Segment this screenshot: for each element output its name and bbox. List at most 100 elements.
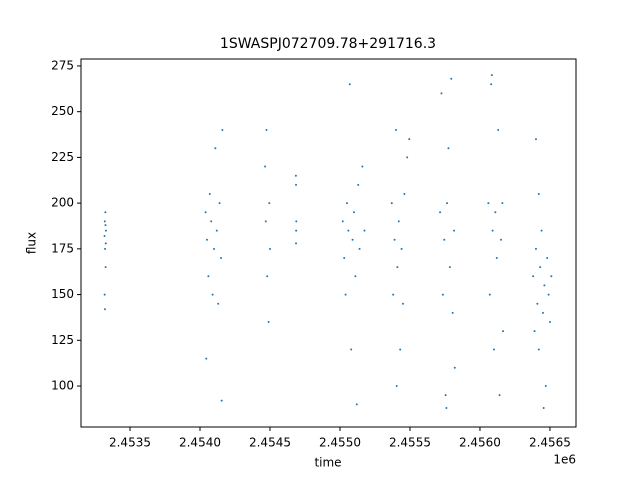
data-point xyxy=(208,192,211,195)
data-point xyxy=(104,211,107,214)
y-tick-label: 150 xyxy=(51,287,74,301)
y-tick-label: 225 xyxy=(51,150,74,164)
data-point xyxy=(268,202,271,205)
data-point xyxy=(104,229,107,232)
data-point xyxy=(547,293,550,296)
data-point xyxy=(397,220,400,223)
data-point xyxy=(499,238,502,241)
data-point xyxy=(357,183,360,186)
x-tick-label: 2.4560 xyxy=(459,436,501,450)
y-tick-label: 200 xyxy=(51,196,74,210)
data-point xyxy=(550,275,553,278)
data-point xyxy=(443,238,446,241)
data-point xyxy=(295,220,298,223)
data-point xyxy=(215,229,218,232)
y-tick-label: 175 xyxy=(51,241,74,255)
data-point xyxy=(501,202,504,205)
data-point xyxy=(491,229,494,232)
data-point xyxy=(205,357,208,360)
data-point xyxy=(219,256,222,259)
data-point xyxy=(103,235,106,238)
data-point xyxy=(548,321,551,324)
data-point xyxy=(348,83,351,86)
data-point xyxy=(490,74,493,77)
data-point xyxy=(395,385,398,388)
data-point xyxy=(532,275,535,278)
data-point xyxy=(264,220,267,223)
data-point xyxy=(352,211,355,214)
y-axis-label: flux xyxy=(25,232,39,254)
data-point xyxy=(401,302,404,305)
data-point xyxy=(212,247,215,250)
y-tick-label: 100 xyxy=(51,379,74,393)
data-point xyxy=(214,147,217,150)
data-point xyxy=(294,174,297,177)
data-point xyxy=(347,229,350,232)
data-point xyxy=(393,238,396,241)
x-tick-label: 2.4565 xyxy=(529,436,571,450)
x-axis-label: time xyxy=(314,456,341,470)
data-point xyxy=(490,83,493,86)
data-point xyxy=(355,403,358,406)
x-tick-label: 2.4550 xyxy=(319,436,361,450)
data-point xyxy=(350,348,353,351)
data-point xyxy=(104,242,107,245)
data-point xyxy=(537,348,540,351)
x-tick-label: 2.4545 xyxy=(249,436,291,450)
data-point xyxy=(546,256,549,259)
data-point xyxy=(399,348,402,351)
data-point xyxy=(104,266,107,269)
data-point xyxy=(539,266,542,269)
data-point xyxy=(439,211,442,214)
data-point xyxy=(103,308,106,311)
data-point xyxy=(210,220,213,223)
data-point xyxy=(392,293,395,296)
data-point xyxy=(446,202,449,205)
data-point xyxy=(295,183,298,186)
data-point xyxy=(361,165,364,168)
x-tick-label: 2.4540 xyxy=(179,436,221,450)
data-point xyxy=(344,293,347,296)
data-point xyxy=(205,238,208,241)
data-point xyxy=(363,229,366,232)
data-point xyxy=(266,275,269,278)
data-point xyxy=(534,138,537,141)
data-point xyxy=(267,321,270,324)
data-point xyxy=(268,247,271,250)
data-point xyxy=(537,192,540,195)
data-point xyxy=(447,147,450,150)
x-tick-label: 2.4535 xyxy=(109,436,151,450)
data-point xyxy=(217,302,220,305)
data-point xyxy=(540,229,543,232)
data-point xyxy=(104,224,107,227)
data-point xyxy=(453,229,456,232)
data-point xyxy=(218,202,221,205)
data-point xyxy=(390,202,393,205)
data-point xyxy=(451,311,454,314)
data-point xyxy=(494,211,497,214)
data-point xyxy=(343,256,346,259)
data-point xyxy=(396,266,399,269)
data-point xyxy=(406,156,409,159)
data-point xyxy=(103,293,106,296)
data-point xyxy=(440,92,443,95)
data-point xyxy=(394,128,397,131)
data-point xyxy=(492,348,495,351)
data-point xyxy=(354,275,357,278)
data-point xyxy=(488,293,491,296)
y-tick-label: 275 xyxy=(51,58,74,72)
data-point xyxy=(445,406,448,409)
data-point xyxy=(450,77,453,80)
data-point xyxy=(536,302,539,305)
data-point xyxy=(544,385,547,388)
data-point xyxy=(103,220,106,223)
data-point xyxy=(295,229,298,232)
data-point xyxy=(444,394,447,397)
data-point xyxy=(502,330,505,333)
data-point xyxy=(495,256,498,259)
y-tick-label: 125 xyxy=(51,333,74,347)
data-point xyxy=(448,266,451,269)
data-point xyxy=(104,247,107,250)
